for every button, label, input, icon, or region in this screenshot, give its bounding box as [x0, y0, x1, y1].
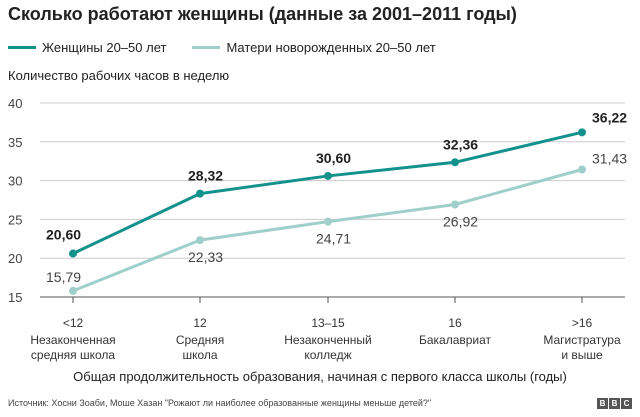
x-axis-label: Общая продолжительность образования, нач… — [73, 369, 567, 384]
data-point — [196, 236, 204, 245]
data-label: 24,71 — [316, 231, 351, 247]
data-point — [578, 128, 586, 137]
data-label: 26,92 — [443, 214, 478, 230]
x-tick-label: <12 — [63, 316, 84, 330]
x-category-label: Средняя — [176, 333, 224, 347]
x-category-label: Незаконченная — [30, 333, 115, 347]
legend-swatch-mothers — [192, 46, 221, 49]
x-tick-label: 16 — [448, 316, 462, 330]
x-category-label: колледж — [304, 348, 351, 362]
data-point — [196, 189, 204, 198]
legend: Женщины 20–50 лет Матери новорожденных 2… — [8, 40, 462, 55]
y-tick-label: 25 — [8, 212, 22, 227]
data-label: 36,22 — [592, 109, 627, 125]
x-category-label: Бакалавриат — [419, 333, 492, 347]
data-point — [69, 249, 77, 258]
source-note: Источник: Хосни Зоаби, Моше Хазан "Рожаю… — [8, 398, 432, 408]
x-tick-label: 12 — [193, 316, 207, 330]
y-tick-label: 40 — [8, 96, 22, 111]
x-category-label: средняя школа — [31, 348, 115, 362]
x-tick-label: 13–15 — [311, 316, 345, 330]
data-label: 32,36 — [443, 136, 478, 152]
legend-item-mothers: Матери новорожденных 20–50 лет — [192, 40, 436, 55]
x-category-label: Незаконченный — [284, 333, 371, 347]
chart-title: Сколько работают женщины (данные за 2001… — [8, 4, 517, 24]
legend-label-mothers: Матери новорожденных 20–50 лет — [226, 40, 436, 55]
data-label: 20,60 — [46, 227, 81, 243]
data-point — [578, 165, 586, 174]
data-point — [451, 200, 459, 209]
data-label: 15,79 — [46, 269, 81, 285]
y-tick-label: 15 — [8, 290, 22, 305]
y-tick-label: 20 — [8, 251, 22, 266]
x-category-label: и выше — [561, 348, 603, 362]
data-point — [451, 158, 459, 167]
data-label: 22,33 — [188, 249, 223, 265]
data-point — [324, 217, 332, 226]
y-tick-label: 30 — [8, 174, 22, 189]
data-label: 31,43 — [592, 151, 627, 167]
legend-item-women: Женщины 20–50 лет — [8, 40, 166, 55]
x-tick-label: >16 — [572, 316, 593, 330]
x-category-label: школа — [182, 348, 217, 362]
data-label: 30,60 — [316, 150, 351, 166]
legend-swatch-women — [8, 46, 36, 49]
y-axis-label: Количество рабочих часов в неделю — [8, 68, 230, 83]
data-point — [69, 286, 77, 295]
data-label: 28,32 — [188, 168, 223, 184]
y-tick-label: 35 — [8, 135, 22, 150]
data-point — [324, 171, 332, 180]
legend-label-women: Женщины 20–50 лет — [42, 40, 167, 55]
x-category-label: Магистратура — [543, 333, 621, 347]
